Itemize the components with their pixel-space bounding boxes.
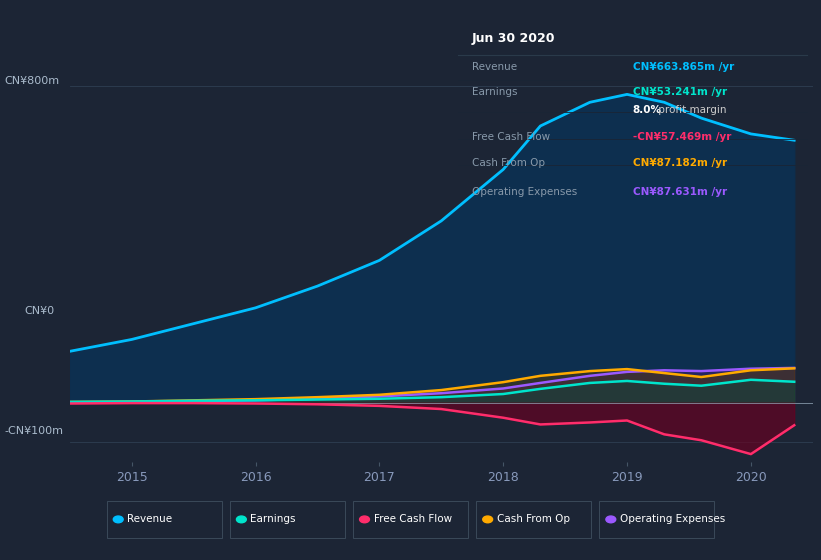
- Text: CN¥87.631m /yr: CN¥87.631m /yr: [633, 187, 727, 197]
- Text: 8.0%: 8.0%: [633, 105, 662, 115]
- Text: CN¥800m: CN¥800m: [4, 76, 59, 86]
- Text: CN¥663.865m /yr: CN¥663.865m /yr: [633, 62, 734, 72]
- Text: Earnings: Earnings: [250, 515, 296, 524]
- Text: Revenue: Revenue: [472, 62, 517, 72]
- Text: CN¥0: CN¥0: [25, 306, 55, 316]
- Text: Cash From Op: Cash From Op: [497, 515, 570, 524]
- Text: Free Cash Flow: Free Cash Flow: [374, 515, 452, 524]
- Text: Operating Expenses: Operating Expenses: [472, 187, 577, 197]
- Text: -CN¥100m: -CN¥100m: [4, 426, 63, 436]
- Text: CN¥53.241m /yr: CN¥53.241m /yr: [633, 87, 727, 97]
- Text: Cash From Op: Cash From Op: [472, 158, 545, 169]
- Text: Revenue: Revenue: [127, 515, 172, 524]
- Text: CN¥87.182m /yr: CN¥87.182m /yr: [633, 158, 727, 169]
- Text: Operating Expenses: Operating Expenses: [620, 515, 725, 524]
- Text: Free Cash Flow: Free Cash Flow: [472, 132, 550, 142]
- Text: profit margin: profit margin: [655, 105, 727, 115]
- Text: Jun 30 2020: Jun 30 2020: [472, 32, 556, 45]
- Text: Earnings: Earnings: [472, 87, 517, 97]
- Text: -CN¥57.469m /yr: -CN¥57.469m /yr: [633, 132, 731, 142]
